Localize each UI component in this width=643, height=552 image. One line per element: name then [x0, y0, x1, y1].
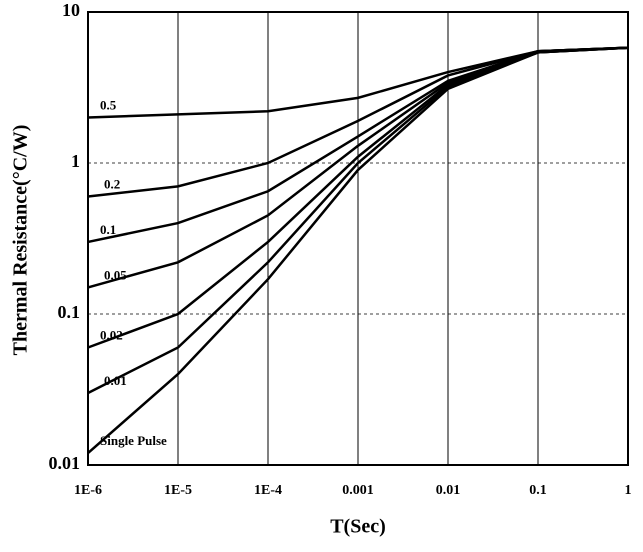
x-tick-label: 1E-5 — [164, 483, 192, 498]
x-tick-label: 0.1 — [529, 483, 547, 498]
x-tick-label: 1E-6 — [74, 483, 102, 498]
y-axis-label: Thermal Resistance(°C/W) — [10, 125, 32, 356]
series-label: 0.5 — [100, 98, 117, 113]
series-label: 0.05 — [104, 267, 127, 282]
y-tick-label: 0.01 — [49, 453, 81, 473]
series-label: 0.02 — [100, 327, 123, 342]
x-tick-label: 1E-4 — [254, 483, 282, 498]
x-tick-label: 1 — [625, 483, 632, 498]
y-tick-label: 10 — [62, 0, 80, 20]
series-label: 0.2 — [104, 176, 120, 191]
x-tick-label: 0.001 — [342, 483, 374, 498]
x-tick-label: 0.01 — [436, 483, 461, 498]
x-axis-label: T(Sec) — [330, 516, 386, 538]
series-line — [87, 46, 629, 454]
y-tick-label: 1 — [71, 151, 80, 171]
series-label: 0.1 — [100, 222, 116, 237]
series-label: 0.01 — [104, 373, 127, 388]
y-tick-label: 0.1 — [58, 302, 81, 322]
plot-frame — [87, 11, 629, 466]
series-label: Single Pulse — [100, 433, 167, 448]
